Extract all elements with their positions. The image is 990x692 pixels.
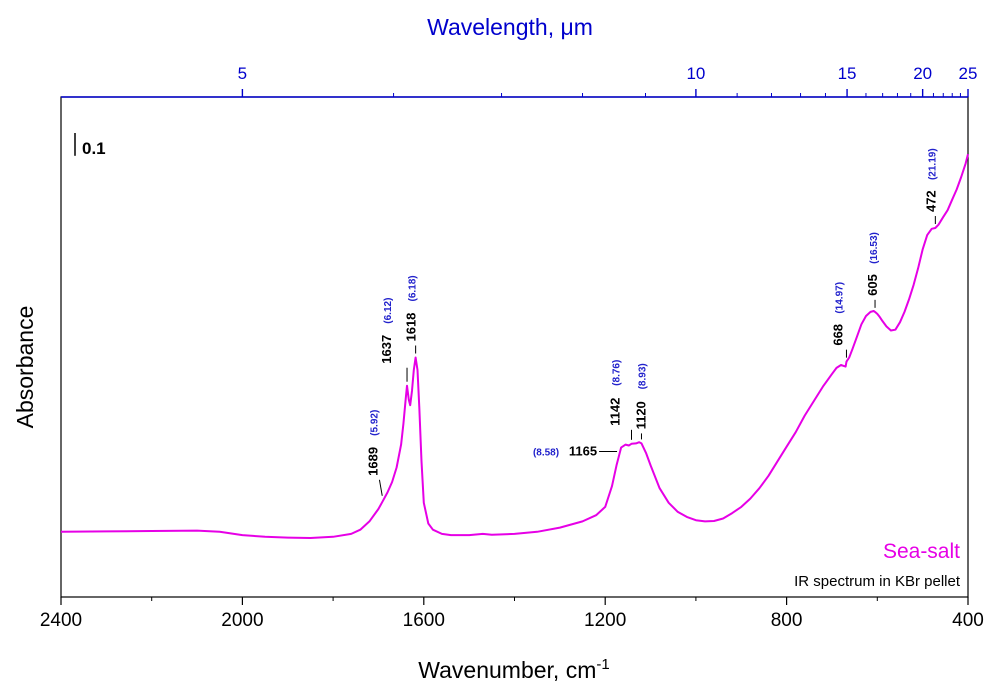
x-tick-label-1600: 1600 xyxy=(403,610,445,631)
series-line-0 xyxy=(60,153,969,539)
note-text: IR spectrum in KBr pellet xyxy=(794,573,961,590)
x-axis-title: Wavenumber, cm-1 xyxy=(418,656,609,683)
x-axis-title-sup: -1 xyxy=(596,656,609,673)
top-tick-label-10: 10 xyxy=(686,64,705,83)
scale-bar-label: 0.1 xyxy=(82,139,106,158)
bottom-axis-ticks: 2400 2000 1600 1200 800 400 xyxy=(40,597,984,631)
top-axis-ticks: 5 10 15 20 25 xyxy=(238,64,978,97)
top-axis-title-prefix: Wavelength, xyxy=(427,14,560,40)
x-axis-title-text: Wavenumber, cm xyxy=(418,657,596,683)
annot-label-472: 472 xyxy=(923,190,938,212)
annot-label-1120: 1120 xyxy=(633,401,648,429)
annot-sub-668: (14.97) xyxy=(834,282,845,314)
peak-annotations: 1689 (5.92) 1637 (6.12) 1618 (6.18) 1165 (8.58)… xyxy=(365,148,938,496)
annot-label-1618: 1618 xyxy=(404,313,419,342)
x-tick-label-800: 800 xyxy=(771,610,803,631)
x-tick-label-2000: 2000 xyxy=(221,610,263,631)
annot-label-605: 605 xyxy=(865,274,880,296)
annot-leader-1689 xyxy=(378,479,383,496)
top-tick-label-25: 25 xyxy=(959,64,978,83)
x-tick-label-1200: 1200 xyxy=(584,610,626,631)
annot-label-1142: 1142 xyxy=(608,398,623,426)
annot-sub-1637: (6.12) xyxy=(383,298,394,324)
annot-sub-1618: (6.18) xyxy=(408,275,419,301)
top-tick-label-20: 20 xyxy=(913,64,932,83)
annot-label-1637: 1637 xyxy=(379,335,394,364)
y-axis-title: Absorbance xyxy=(12,306,38,429)
x-tick-label-400: 400 xyxy=(952,610,984,631)
top-tick-label-15: 15 xyxy=(838,64,857,83)
annot-sub-1689: (5.92) xyxy=(369,410,380,436)
legend-sea-salt: Sea-salt xyxy=(883,540,960,563)
series-layer xyxy=(60,153,969,539)
annot-sub-472: (21.19) xyxy=(927,148,938,180)
annot-sub-605: (16.53) xyxy=(869,232,880,264)
annot-label-1689: 1689 xyxy=(365,447,380,476)
annot-sub-1142: (8.76) xyxy=(612,360,623,386)
annot-label-1165: 1165 xyxy=(569,444,597,459)
x-tick-label-2400: 2400 xyxy=(40,610,82,631)
plot-frame xyxy=(60,96,969,598)
top-tick-label-5: 5 xyxy=(238,64,247,83)
annot-sub-1120: (8.93) xyxy=(637,363,648,389)
top-axis-title: Wavelength, μm xyxy=(427,14,593,40)
annot-sub-1165: (8.58) xyxy=(533,448,559,459)
annot-label-668: 668 xyxy=(830,324,845,346)
top-axis-title-unit: μm xyxy=(560,14,592,40)
